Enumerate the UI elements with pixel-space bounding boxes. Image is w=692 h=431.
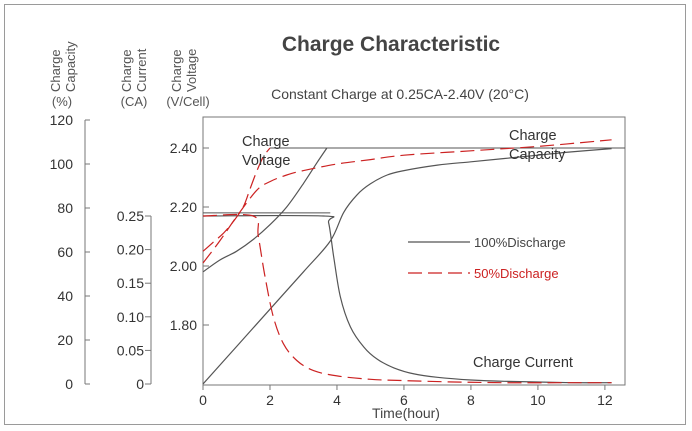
x-axis-label: Time(hour) bbox=[372, 405, 440, 421]
current-tick-label: 0.25 bbox=[117, 208, 144, 224]
series-50pct-discharge-charge-capacity bbox=[202, 139, 612, 264]
capacity-tick-label: 120 bbox=[50, 112, 74, 128]
current-axis-label-line1: Charge bbox=[119, 49, 134, 92]
capacity-axis-header: Charge Capacity (%) bbox=[48, 41, 78, 109]
chart-subtitle: Constant Charge at 0.25CA-2.40V (20°C) bbox=[271, 86, 529, 102]
capacity-tick-label: 0 bbox=[65, 376, 73, 392]
current-axis-header: Charge Current (CA) bbox=[119, 48, 149, 109]
x-tick-label: 0 bbox=[199, 392, 207, 408]
capacity-tick-label: 60 bbox=[57, 244, 73, 260]
annotation-voltage-line1: Charge bbox=[242, 134, 290, 150]
annotation-voltage-line2: Voltage bbox=[242, 153, 290, 169]
series-100pct-discharge-charge-capacity bbox=[202, 148, 612, 385]
current-tick-label: 0.05 bbox=[117, 342, 144, 358]
annotation-capacity-line1: Charge bbox=[509, 128, 557, 144]
voltage-axis-header: Charge Voltage (V/Cell) bbox=[166, 49, 209, 109]
x-tick-label: 6 bbox=[400, 392, 408, 408]
series-100pct-discharge-charge-current bbox=[202, 214, 612, 384]
capacity-axis-label-line1: Charge bbox=[48, 49, 63, 92]
capacity-axis-unit: (%) bbox=[52, 94, 72, 109]
annotation-current: Charge Current bbox=[473, 355, 573, 371]
chart-frame bbox=[4, 4, 686, 425]
x-tick-label: 2 bbox=[266, 392, 274, 408]
current-tick-label: 0.10 bbox=[117, 309, 144, 325]
voltage-tick-label: 2.40 bbox=[170, 140, 197, 156]
series-50pct-discharge-charge-current bbox=[202, 213, 612, 384]
legend-label-100-discharge: 100%Discharge bbox=[474, 235, 566, 250]
capacity-tick-label: 40 bbox=[57, 288, 73, 304]
voltage-axis-unit: (V/Cell) bbox=[166, 94, 209, 109]
current-axis-unit: (CA) bbox=[121, 94, 148, 109]
chart-title: Charge Characteristic bbox=[282, 33, 501, 56]
capacity-tick-label: 20 bbox=[57, 332, 73, 348]
axes-layer: 0 2 4 6 8 10 12 120 100 80 60 40 20 0 0.25 0.20 0.15 0.10… bbox=[50, 112, 626, 408]
current-tick-label: 0.20 bbox=[117, 242, 144, 258]
legend-label-50-discharge: 50%Discharge bbox=[474, 266, 559, 281]
annotation-capacity-line2: Capacity bbox=[509, 147, 566, 163]
capacity-tick-label: 80 bbox=[57, 200, 73, 216]
x-tick-label: 12 bbox=[597, 392, 613, 408]
current-axis-label-line2: Current bbox=[134, 48, 149, 92]
voltage-tick-label: 2.00 bbox=[170, 258, 197, 274]
current-tick-label: 0 bbox=[136, 376, 144, 392]
current-tick-label: 0.15 bbox=[117, 275, 144, 291]
series-layer bbox=[202, 139, 612, 385]
x-tick-label: 8 bbox=[467, 392, 475, 408]
voltage-axis-label-line1: Charge bbox=[169, 49, 184, 92]
reference-lines bbox=[203, 147, 625, 214]
voltage-tick-label: 1.80 bbox=[170, 317, 197, 333]
voltage-tick-label: 2.20 bbox=[170, 199, 197, 215]
x-tick-label: 10 bbox=[530, 392, 546, 408]
capacity-tick-label: 100 bbox=[50, 156, 74, 172]
legend: 100%Discharge 50%Discharge bbox=[408, 235, 566, 281]
voltage-axis-label-line2: Voltage bbox=[184, 49, 199, 92]
x-tick-label: 4 bbox=[333, 392, 341, 408]
capacity-axis-label-line2: Capacity bbox=[63, 41, 78, 92]
